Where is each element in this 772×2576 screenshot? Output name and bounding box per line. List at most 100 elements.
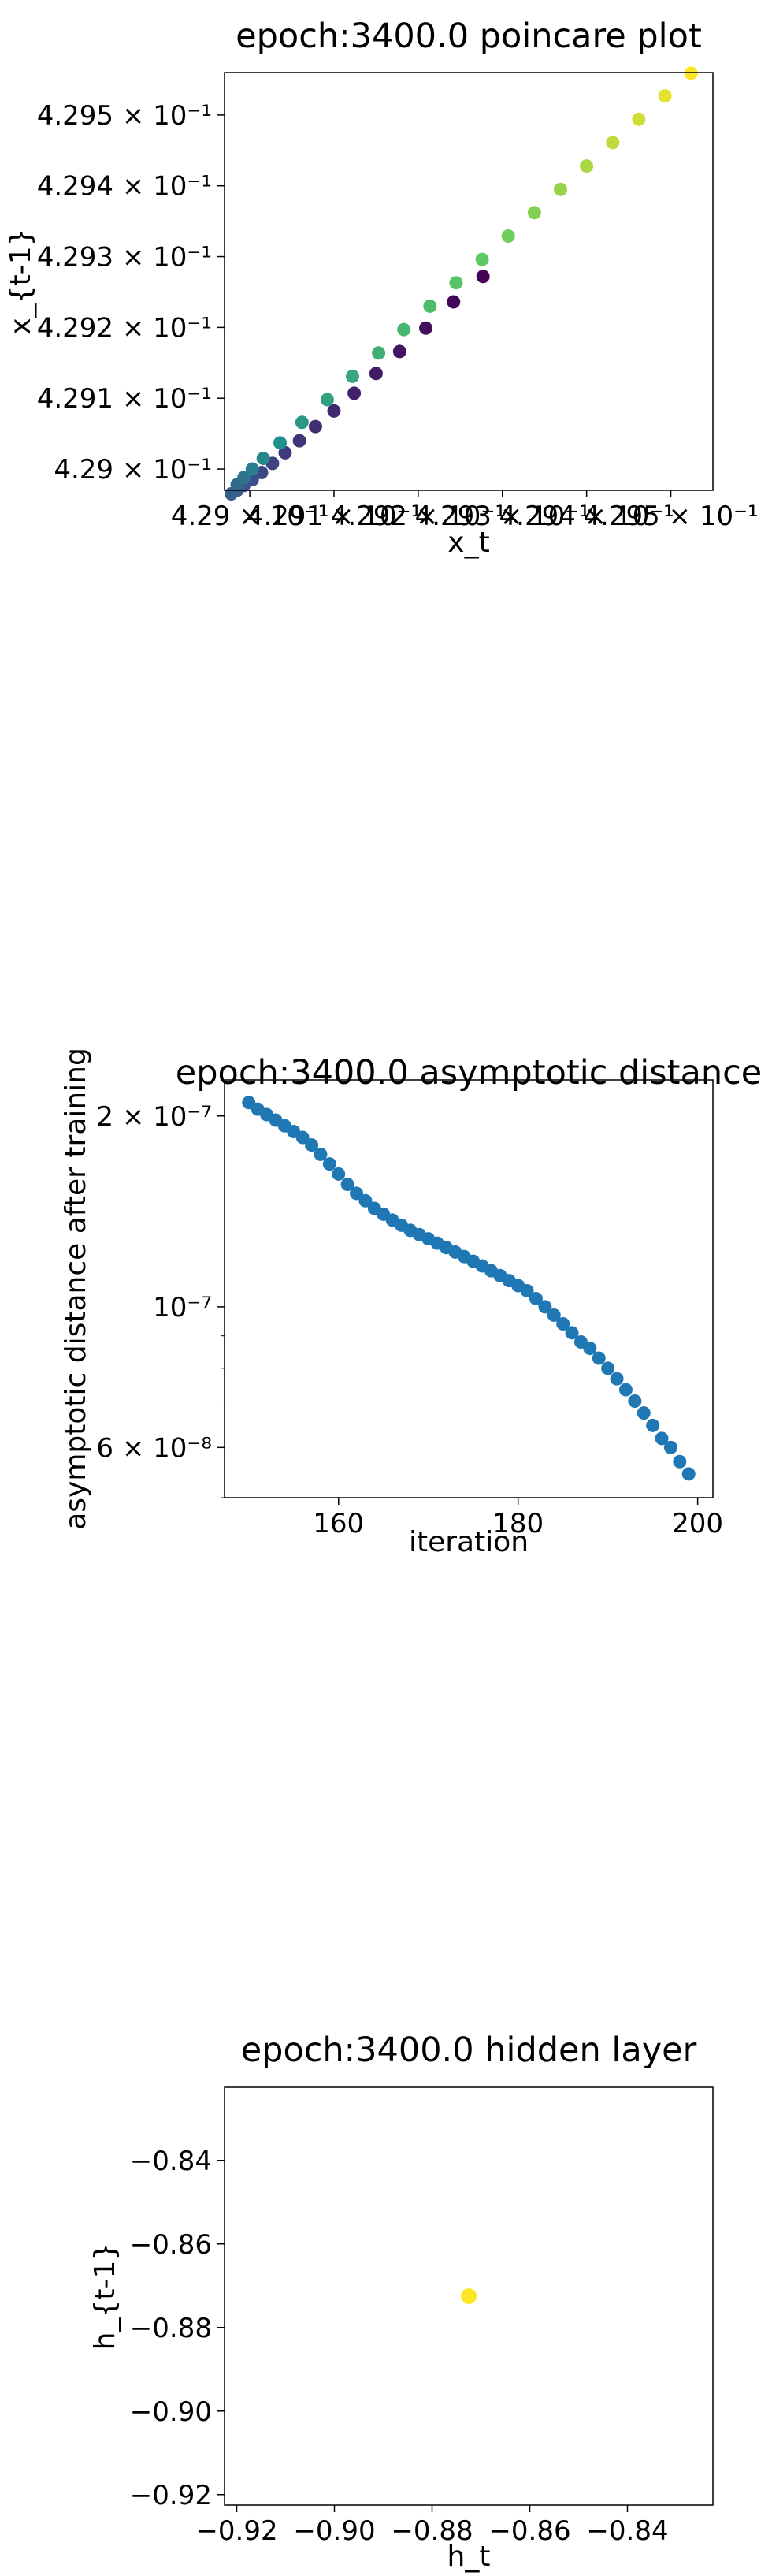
data-point [273, 436, 288, 450]
y-tick-label: −0.90 [130, 2396, 212, 2428]
y-tick-label: −0.86 [130, 2229, 212, 2261]
data-point [476, 270, 490, 284]
data-point [295, 1130, 310, 1145]
data-point [663, 1440, 677, 1454]
data-point [632, 112, 646, 126]
data-point [520, 1284, 534, 1298]
x-tick-label: −0.86 [488, 2515, 570, 2547]
y-tick-label: −0.92 [130, 2480, 212, 2511]
data-point [358, 1193, 373, 1208]
data-point [447, 295, 461, 309]
x-tick-label: 160 [313, 1508, 364, 1539]
data-point [565, 1326, 579, 1340]
x-tick-label: 4.295 × 10⁻¹ [583, 501, 758, 532]
data-point [292, 434, 306, 448]
plot-frame [224, 2086, 714, 2506]
data-point [418, 321, 432, 335]
data-point [538, 1300, 552, 1314]
data-point [556, 1316, 570, 1331]
y-axis-label: x_{t-1} [5, 228, 37, 334]
data-point [601, 1361, 615, 1375]
data-point [637, 1406, 651, 1420]
data-point [655, 1431, 669, 1446]
data-point [237, 471, 251, 485]
data-point [527, 206, 541, 220]
data-point [606, 136, 620, 150]
y-axis-label: asymptotic distance after training [60, 1048, 92, 1530]
data-point [295, 415, 309, 430]
data-point [628, 1394, 642, 1409]
data-point [314, 1147, 328, 1161]
plot-frame [224, 1079, 714, 1498]
y-tick-label: 4.295 × 10⁻¹ [37, 100, 212, 132]
data-point [320, 393, 334, 407]
data-point [256, 452, 270, 466]
data-point [308, 419, 322, 434]
data-point [547, 1308, 561, 1323]
data-point [554, 182, 568, 196]
x-tick-label: 4.291 × 10⁻¹ [247, 501, 421, 532]
data-point [372, 346, 386, 360]
data-point [449, 276, 463, 290]
y-tick-label: −0.84 [130, 2146, 212, 2177]
plot-frame [224, 72, 714, 491]
data-point [350, 1186, 364, 1201]
y-tick-label: −0.88 [130, 2313, 212, 2344]
x-tick-label: −0.90 [293, 2515, 375, 2547]
data-point [684, 66, 698, 80]
data-point [327, 404, 341, 418]
data-point [618, 1383, 633, 1397]
data-point [340, 1178, 354, 1192]
chart-3: epoch:3400.0 hidden layer −0.92 −0.90 −0.88… [89, 2031, 714, 2573]
x-axis-label: x_t [447, 527, 489, 559]
chart-title: epoch:3400.0 asymptotic distance [176, 1053, 762, 1093]
x-axis-label: iteration [409, 1526, 529, 1558]
x-tick-label: 4.29 × 10⁻¹ [171, 501, 329, 532]
data-point [475, 252, 489, 266]
y-tick-label: 4.292 × 10⁻¹ [37, 312, 212, 344]
x-tick-label: 4.294 × 10⁻¹ [499, 501, 674, 532]
data-point [580, 159, 594, 173]
data-point [592, 1351, 606, 1365]
data-point [245, 462, 259, 476]
data-point [610, 1372, 624, 1386]
x-axis-label: h_t [447, 2541, 491, 2573]
chart-title: epoch:3400.0 hidden layer [241, 2031, 697, 2070]
data-point [392, 344, 406, 359]
data-point [345, 369, 359, 383]
y-tick-label: 4.29 × 10⁻¹ [54, 454, 212, 486]
x-tick-label: 180 [492, 1508, 544, 1539]
data-point [673, 1454, 687, 1469]
y-tick-label: 4.293 × 10⁻¹ [37, 242, 212, 274]
x-tick-label: −0.84 [586, 2515, 668, 2547]
y-tick-label: 10⁻⁷ [153, 1292, 212, 1323]
data-point [347, 386, 362, 400]
chart-2: epoch:3400.0 asymptotic distance 160 180 20… [60, 1048, 762, 1558]
data-point [658, 89, 672, 103]
data-point [461, 2288, 477, 2304]
data-point [332, 1167, 346, 1181]
x-tick-label: −0.92 [195, 2515, 277, 2547]
y-tick-label: 6 × 10⁻⁸ [96, 1432, 212, 1464]
data-point [501, 229, 515, 244]
y-tick-label: 4.294 × 10⁻¹ [37, 171, 212, 203]
data-point [397, 322, 411, 337]
data-point [278, 445, 292, 460]
x-tick-label: 4.292 × 10⁻¹ [331, 501, 506, 532]
x-tick-label: −0.88 [391, 2515, 473, 2547]
x-tick-label: 200 [672, 1508, 723, 1539]
data-point [423, 299, 437, 313]
data-point [583, 1342, 597, 1356]
data-point [322, 1157, 336, 1171]
x-tick-label: 4.293 × 10⁻¹ [415, 501, 590, 532]
y-tick-label: 2 × 10⁻⁷ [96, 1101, 212, 1133]
data-point [646, 1418, 660, 1432]
data-point [305, 1138, 319, 1152]
y-tick-label: 4.291 × 10⁻¹ [37, 383, 212, 415]
chart-title: epoch:3400.0 poincare plot [236, 17, 702, 56]
data-point [681, 1467, 696, 1481]
y-axis-label: h_{t-1} [89, 2243, 121, 2351]
data-point [369, 367, 383, 381]
